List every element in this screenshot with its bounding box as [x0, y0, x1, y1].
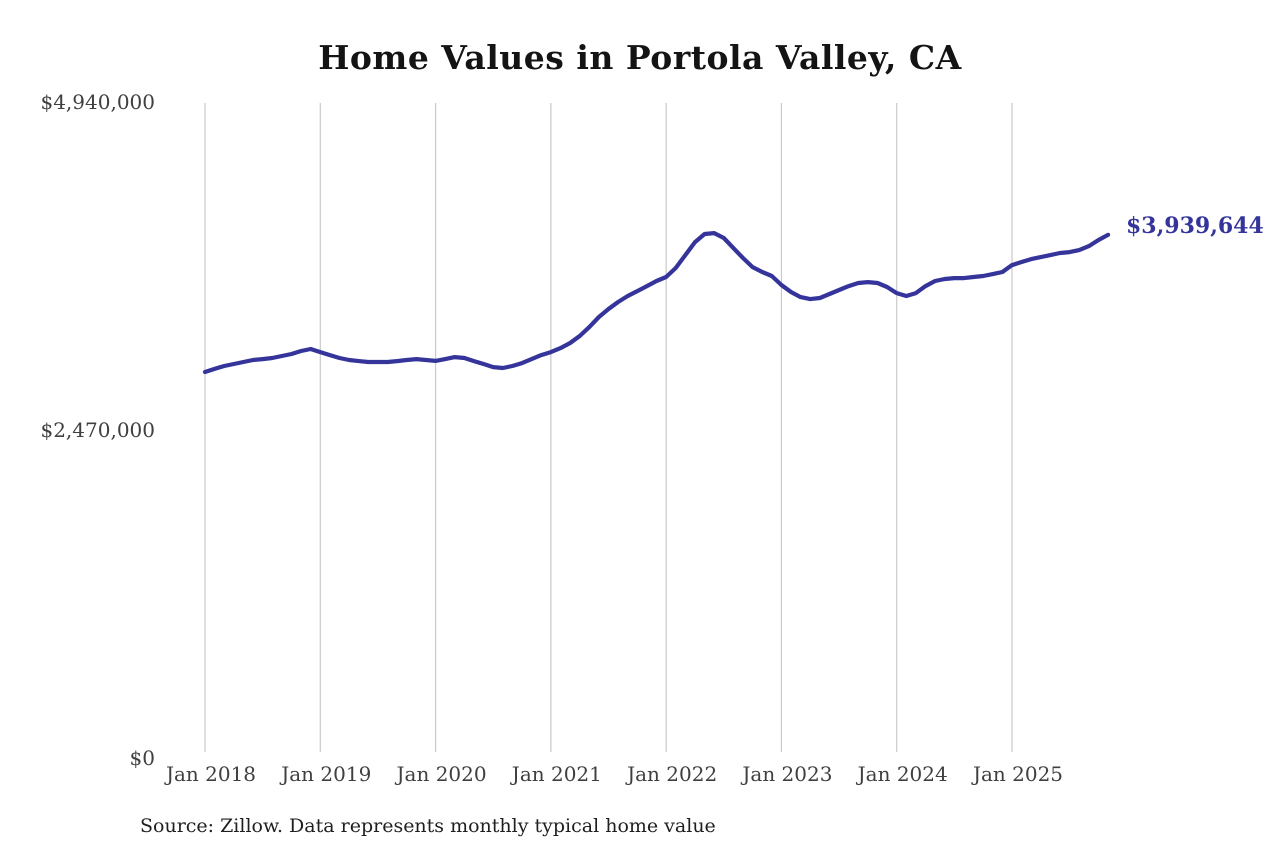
year-gridlines [204, 103, 1013, 752]
y-tick-label: $4,940,000 [40, 90, 155, 114]
x-tick-label: Jan 2022 [627, 762, 718, 786]
y-tick-label: $2,470,000 [40, 418, 155, 442]
x-tick-label: Jan 2018 [165, 762, 257, 786]
latest-value-label: $3,939,644 [1126, 213, 1264, 239]
x-tick-label: Jan 2020 [396, 762, 487, 786]
x-tick-label: Jan 2024 [857, 762, 948, 786]
source-note: Source: Zillow. Data represents monthly … [140, 815, 716, 837]
home-value-line [202, 231, 1111, 375]
x-tick-label: Jan 2019 [281, 762, 372, 786]
x-tick-label: Jan 2025 [972, 762, 1064, 786]
y-tick-label: $0 [129, 746, 155, 770]
x-tick-label: Jan 2021 [511, 762, 602, 786]
x-tick-label: Jan 2023 [742, 762, 833, 786]
chart-title: Home Values in Portola Valley, CA [318, 38, 962, 77]
